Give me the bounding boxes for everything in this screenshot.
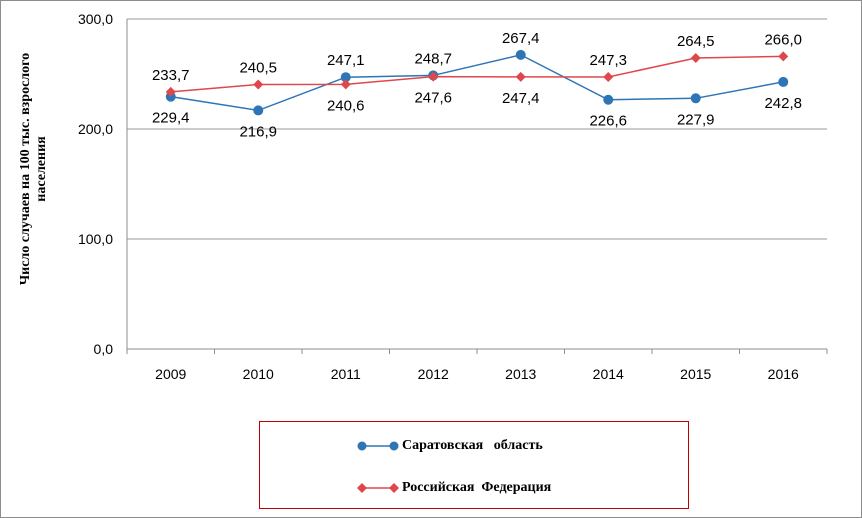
data-label: 226,6: [589, 113, 627, 130]
data-label: 227,9: [677, 111, 715, 128]
x-tick-label: 2009: [155, 366, 186, 382]
x-tick-label: 2011: [331, 366, 361, 382]
x-tick-label: 2016: [768, 366, 799, 382]
data-label: 247,4: [502, 90, 540, 107]
x-tick-label: 2012: [418, 366, 449, 382]
legend-item-saratov: Саратовская область: [356, 436, 543, 456]
data-point: [690, 53, 701, 64]
data-point: [778, 76, 789, 87]
data-point: [515, 49, 526, 60]
data-label: 240,6: [327, 97, 365, 114]
data-point: [778, 51, 789, 62]
legend-item-russia: Российская Федерация: [356, 478, 551, 498]
data-point: [165, 86, 176, 97]
data-label: 240,5: [239, 59, 277, 76]
data-label: 267,4: [502, 30, 540, 47]
legend: Саратовская область Российская Федерация: [259, 421, 689, 509]
data-point: [690, 93, 701, 104]
data-point: [253, 79, 264, 90]
data-point: [340, 79, 351, 90]
series-line-1: [170, 54, 784, 112]
y-axis-title-line-2: населения: [34, 136, 49, 202]
data-label: 264,5: [677, 33, 715, 50]
axes: 0,0 100,0 200,0 300,0 2009 2010 2011 2012 2013 20…: [78, 11, 828, 382]
data-point: [428, 71, 439, 82]
line-chart: 0,0 100,0 200,0 300,0 2009 2010 2011 2012 2013 20…: [18, 11, 828, 382]
y-tick-label: 300,0: [78, 11, 113, 27]
data-label: 216,9: [239, 123, 277, 140]
data-label: 242,8: [764, 95, 802, 112]
data-point: [515, 71, 526, 82]
legend-label-saratov: Саратовская область: [402, 438, 543, 453]
legend-swatch-circle-icon: [357, 441, 399, 451]
x-tick-label: 2010: [243, 366, 274, 382]
legend-label-russia: Российская Федерация: [402, 480, 552, 495]
gridlines: [127, 18, 827, 240]
y-tick-label: 100,0: [78, 231, 113, 247]
data-point: [603, 71, 614, 82]
data-label: 248,7: [414, 50, 452, 67]
data-point: [603, 94, 614, 105]
series-line-2: [170, 55, 784, 93]
data-label: 247,3: [589, 52, 627, 69]
legend-swatch-diamond-icon: [357, 483, 399, 493]
y-tick-label: 0,0: [94, 341, 114, 357]
data-point: [340, 72, 351, 83]
data-label: 266,0: [764, 31, 802, 48]
y-tick-label: 200,0: [78, 121, 113, 137]
x-tick-label: 2015: [680, 366, 711, 382]
data-labels: 233,7 229,4 240,5 216,9 247,1 240,6 248,7 247,6…: [152, 30, 802, 141]
series: [165, 49, 789, 116]
x-tick-label: 2014: [593, 366, 624, 382]
data-point: [253, 105, 264, 116]
y-axis-title-line-1: Число случаев на 100 тыс. взрослого: [18, 53, 33, 285]
data-label: 247,6: [414, 90, 452, 107]
data-label: 233,7: [152, 67, 190, 84]
data-label: 229,4: [152, 110, 190, 127]
data-label: 247,1: [327, 52, 365, 69]
x-tick-label: 2013: [505, 366, 536, 382]
